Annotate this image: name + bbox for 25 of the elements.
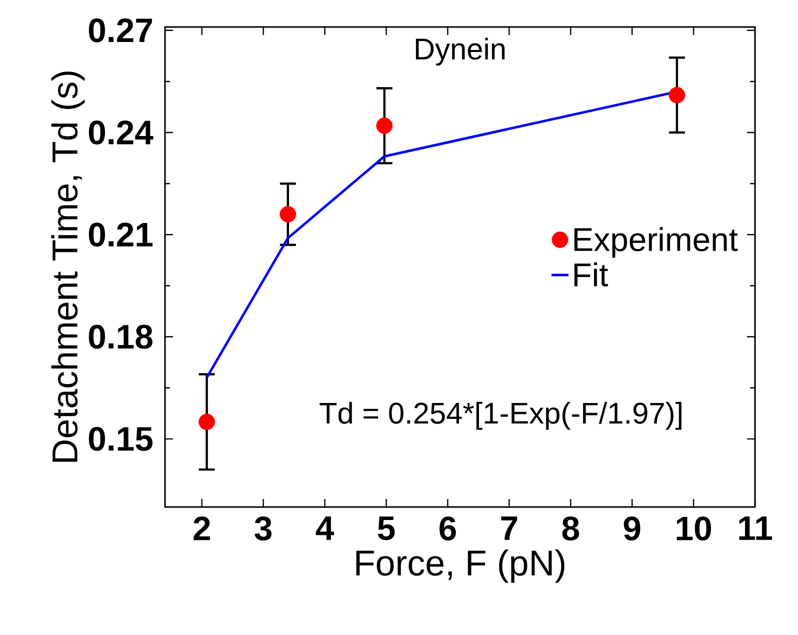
legend-label: Fit (574, 262, 608, 286)
x-tick-label: 5 (378, 516, 395, 540)
point (376, 118, 393, 134)
point (668, 86, 686, 104)
x-tick-label: 11 (739, 516, 772, 540)
y-tick-label: 0.15 (88, 426, 153, 451)
y-axis-title: Detachment Time, Td (s) (51, 72, 85, 462)
y-tick-label: 0.21 (88, 222, 153, 247)
x-tick-label: 6 (440, 516, 456, 540)
legend-label: Experiment (574, 227, 738, 258)
y-tick-label: 0.27 (88, 18, 152, 42)
annotation: Td = 0.254*[1-Exp(-F/1.97)] (320, 402, 682, 430)
y-tick-label: 0.24 (88, 120, 154, 145)
x-tick-label: 3 (254, 516, 272, 541)
x-tick-label: 2 (194, 516, 210, 540)
point (280, 206, 296, 222)
chart-title: Dynein (416, 38, 505, 66)
x-tick-label: 10 (676, 516, 711, 540)
x-axis-title: Force, F (pN) (356, 549, 564, 583)
y-tick-label: 0.18 (88, 324, 152, 349)
point (198, 414, 215, 430)
x-tick-label: 7 (501, 516, 518, 540)
x-tick-label: 9 (624, 516, 640, 540)
x-tick-label: 8 (562, 516, 580, 540)
x-tick-label: 4 (316, 516, 334, 540)
